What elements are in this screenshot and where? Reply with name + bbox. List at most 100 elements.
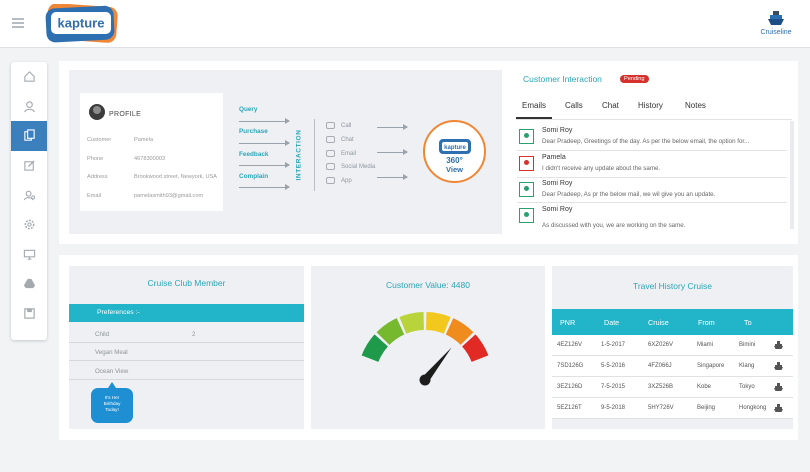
sidebar-item-user[interactable] (11, 92, 47, 122)
ship-icon[interactable] (774, 404, 783, 412)
cell-pnr: 4EZ126V (557, 342, 583, 348)
ship-icon[interactable] (774, 383, 783, 391)
travel-history-title: Travel History Cruise (632, 281, 713, 291)
tab-history[interactable]: History (638, 101, 663, 110)
message-scrollbar[interactable] (790, 121, 794, 229)
preferences-header: Preferences :- (69, 304, 304, 322)
account-name: Cruiseline (760, 29, 792, 36)
sidebar-item-settings[interactable] (11, 210, 47, 240)
sidebar-item-documents[interactable] (11, 121, 47, 151)
tab-chat[interactable]: Chat (602, 101, 619, 110)
sidebar-item-users[interactable] (11, 180, 47, 210)
cell-from: Singapore (697, 363, 725, 369)
user-icon (23, 101, 35, 113)
cell-from: Kobe (697, 384, 712, 390)
phone-icon (326, 122, 335, 129)
cell-to: Tokyo (739, 384, 755, 390)
cell-pnr: 7SD126G (557, 363, 584, 369)
tab-notes[interactable]: Notes (685, 101, 706, 110)
sidebar-item-monitor[interactable] (11, 240, 47, 270)
message-item[interactable]: Somi Roy As discussed with you, we are w… (517, 204, 787, 229)
agent-avatar-icon (519, 208, 534, 223)
customer-interaction-title: Customer Interaction (523, 74, 602, 84)
profile-row-address: Address Brookwood street, Newyork, USA (87, 174, 218, 180)
social-icon (326, 163, 335, 170)
view-360-number: 360° (446, 156, 463, 165)
settings-icon (24, 219, 34, 230)
preference-row: Vegan Meal (69, 343, 304, 361)
avatar (89, 104, 105, 120)
table-row[interactable]: 7SD126G 5-5-2016 4FZ066J Singapore Klang (552, 356, 793, 377)
table-row[interactable]: 3EZ126D 7-5-2015 3XZ526B Kobe Tokyo (552, 377, 793, 398)
preference-row: Child 2 (69, 325, 304, 343)
home-icon (23, 71, 35, 82)
customer-avatar-icon (519, 156, 534, 171)
preference-row: Ocean View (69, 362, 304, 380)
cell-date: 7-5-2015 (601, 384, 626, 390)
table-row[interactable]: 5EZ126T 9-5-2018 5HY726V Beijing Hongkong (552, 398, 793, 419)
message-item[interactable]: Pamela I didn't receive any update about… (517, 152, 787, 176)
chat-icon (326, 136, 335, 143)
channel-email: Email (326, 150, 356, 157)
sidebar-item-edit[interactable] (11, 151, 47, 181)
view-360-button[interactable]: kapture 360° View (423, 120, 486, 183)
channel-app: App (326, 177, 352, 184)
column-to[interactable]: To (744, 318, 752, 327)
profile-card: PROFILE Customer Pamela Phone 4678300003 A… (80, 93, 223, 211)
column-date[interactable]: Date (604, 318, 620, 327)
drive-icon (23, 279, 35, 289)
sidebar-item-drive[interactable] (11, 269, 47, 299)
kapture-mini-logo: kapture (439, 139, 471, 154)
gauge-segment (399, 312, 424, 334)
tab-emails[interactable]: Emails (522, 101, 547, 110)
profile-row-customer: Customer Pamela (87, 137, 153, 143)
mini-brand-text: kapture (444, 145, 466, 151)
kapture-logo[interactable]: kapture (44, 4, 120, 44)
birthday-bubble: It's Her Birthday Today! (91, 382, 133, 423)
column-pnr[interactable]: PNR (560, 318, 576, 327)
gauge-needle (421, 347, 452, 383)
active-tab-indicator (516, 117, 552, 119)
ship-icon[interactable] (774, 341, 783, 349)
stage-arrow (239, 184, 290, 190)
ship-icon[interactable] (774, 362, 783, 370)
message-sender: Somi Roy (542, 180, 573, 187)
profile-title: PROFILE (109, 111, 142, 118)
message-item[interactable]: Somi Roy Dear Pradeep, As pr the below m… (517, 178, 787, 202)
top-bar: kapture Cruiseline (0, 0, 810, 48)
sidebar-item-home[interactable] (11, 62, 47, 92)
stage-arrow (239, 140, 290, 146)
travel-table-header: PNR Date Cruise From To (552, 309, 793, 335)
cruise-club-title: Cruise Club Member (147, 278, 226, 288)
profile-row-phone: Phone 4678300003 (87, 156, 166, 162)
channel-call: Call (326, 122, 351, 129)
cell-pnr: 5EZ126T (557, 405, 582, 411)
message-item[interactable]: Somi Roy Dear Pradeep, Greetings of the … (517, 125, 787, 149)
message-preview: As discussed with you, we are working on… (542, 222, 686, 229)
gauge-segment (361, 334, 388, 362)
channel-social-media: Social Media (326, 163, 375, 170)
cell-to: Klang (739, 363, 755, 369)
cell-to: Bimini (739, 342, 756, 348)
column-from[interactable]: From (698, 318, 715, 327)
stage-arrow (239, 118, 290, 124)
cell-cruise: 5HY726V (648, 405, 674, 411)
users-icon (23, 190, 35, 200)
cell-date: 9-5-2018 (601, 405, 626, 411)
column-cruise[interactable]: Cruise (648, 318, 669, 327)
table-row[interactable]: 4EZ126V 1-5-2017 6XZ026V Miami Bimini (552, 335, 793, 356)
stage-purchase: Purchase (239, 128, 268, 135)
cell-from: Beijing (697, 405, 716, 411)
cell-cruise: 3XZ526B (648, 384, 674, 390)
menu-icon[interactable] (12, 18, 24, 28)
cell-to: Hongkong (739, 405, 767, 411)
customer-value-title: Customer Value: 4480 (386, 280, 470, 290)
cell-from: Miami (697, 342, 713, 348)
tabs-divider (516, 119, 792, 120)
cell-cruise: 6XZ026V (648, 342, 674, 348)
message-divider (517, 202, 787, 203)
account-brand[interactable]: Cruiseline (756, 10, 796, 36)
agent-avatar-icon (519, 129, 534, 144)
tab-calls[interactable]: Calls (565, 101, 583, 110)
sidebar-item-save[interactable] (11, 299, 47, 329)
